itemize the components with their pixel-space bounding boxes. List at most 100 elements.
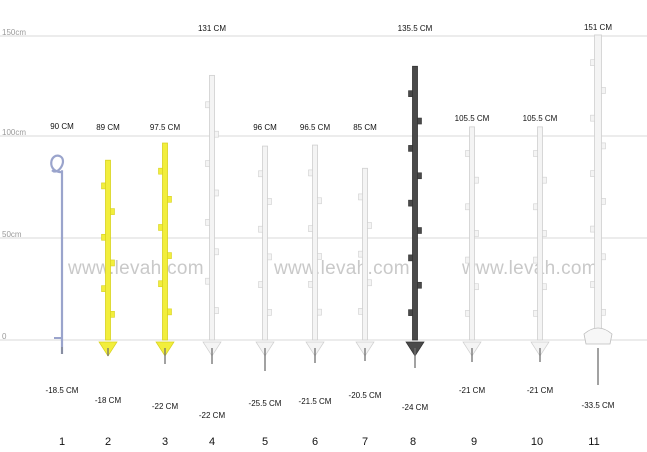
post-number: 8: [410, 436, 416, 448]
wire-clip: [601, 253, 606, 261]
wire-clip: [308, 225, 313, 232]
wire-clip: [358, 308, 363, 315]
wire-clip: [417, 281, 422, 289]
wire-clip: [533, 150, 538, 157]
post-spike-label: -25.5 CM: [249, 399, 282, 408]
post-number: 7: [362, 436, 368, 448]
wire-clip: [205, 219, 210, 226]
scale-label-50: 50cm: [2, 230, 22, 239]
wire-clip: [101, 233, 106, 241]
post-number: 1: [59, 436, 65, 448]
wire-clip: [358, 250, 363, 258]
wire-clip: [408, 309, 413, 316]
wire-clip: [258, 225, 263, 233]
post-height-label: 90 CM: [50, 122, 74, 131]
post-number: 10: [531, 436, 543, 448]
wire-clip: [542, 176, 547, 184]
post-spike-label: -22 CM: [199, 411, 226, 420]
post-spike-label: -22 CM: [152, 402, 179, 411]
wire-clip: [533, 310, 538, 317]
wire-clip: [308, 169, 313, 177]
scale-label-100: 100cm: [2, 128, 26, 137]
wire-clip: [317, 253, 322, 260]
wire-clip: [408, 90, 413, 97]
post-body: [312, 144, 318, 341]
wire-clip: [590, 114, 595, 122]
wire-clip: [590, 225, 595, 233]
fence-post-3: 97.5 CM -22 CM 3: [150, 123, 181, 448]
post-spike-label: -21.5 CM: [299, 397, 332, 406]
wire-clip: [590, 170, 595, 177]
wire-clip: [533, 203, 538, 211]
post-spike-label: -24 CM: [402, 403, 429, 412]
post-number: 2: [105, 436, 111, 448]
scale-gridlines: [0, 35, 647, 341]
fence-post-8: 135.5 CM -24 CM 8: [398, 24, 433, 448]
wire-clip: [358, 193, 363, 201]
wire-clip: [158, 280, 163, 288]
post-body: [262, 145, 268, 341]
wire-clip: [590, 59, 595, 67]
post-height-label: 97.5 CM: [150, 123, 181, 132]
wire-clip: [465, 203, 470, 211]
fence-post-10: 105.5 CM -21 CM 10: [523, 114, 558, 448]
fence-post-7: 85 CM -20.5 CM 7: [349, 123, 382, 448]
wire-clip: [465, 310, 470, 317]
post-spike-label: -18.5 CM: [46, 386, 79, 395]
wire-clip: [417, 172, 422, 180]
scale-label-0: 0: [2, 332, 7, 341]
wire-clip: [417, 227, 422, 234]
post-number: 3: [162, 436, 168, 448]
wire-clip: [110, 208, 115, 215]
watermarks: www.levah.com www.levah.com www.levah.co…: [67, 258, 598, 279]
post-body: [469, 126, 475, 341]
wire-clip: [158, 167, 163, 175]
wire-clip: [317, 197, 322, 205]
post-body: [209, 74, 215, 341]
wire-clip: [214, 189, 219, 197]
watermark-left: www.levah.com: [67, 258, 204, 279]
wire-clip: [542, 283, 547, 291]
wire-clip: [590, 281, 595, 288]
post-spike-label: -20.5 CM: [349, 391, 382, 400]
pigtail-loop: [50, 154, 65, 174]
wire-clip: [258, 170, 263, 178]
wire-clip: [205, 160, 210, 167]
wire-clip: [167, 308, 172, 316]
wire-clip: [214, 130, 219, 138]
wire-clip: [267, 198, 272, 205]
wire-clip: [601, 308, 606, 316]
post-height-label: 96.5 CM: [300, 123, 331, 132]
post-height-label: 131 CM: [198, 24, 226, 33]
post-body: [362, 167, 368, 341]
scale-labels: 150cm 100cm 50cm 0: [2, 28, 26, 341]
wire-clip: [367, 279, 372, 287]
post-body: [105, 159, 111, 341]
post-spike-label: -21 CM: [459, 386, 486, 395]
watermark-center: www.levah.com: [273, 258, 410, 279]
foot-tread: [583, 327, 613, 345]
wire-clip: [533, 256, 538, 264]
post-height-label: 89 CM: [96, 123, 120, 132]
wire-clip: [474, 230, 479, 237]
fence-post-11: 151 CM -33.5 CM 11: [582, 23, 615, 448]
post-body: [537, 126, 543, 341]
post-number: 11: [588, 436, 599, 448]
scale-label-150: 150cm: [2, 28, 26, 37]
wire-clip: [308, 281, 313, 288]
wire-clip: [417, 117, 422, 125]
post-body: [162, 142, 168, 341]
wire-clip: [110, 311, 115, 318]
wire-clip: [601, 142, 606, 150]
wire-clip: [110, 259, 115, 267]
post-body: [594, 34, 602, 341]
wire-clip: [601, 87, 606, 94]
post-spike-label: -18 CM: [95, 396, 122, 405]
wire-clip: [408, 145, 413, 152]
post-height-label: 96 CM: [253, 123, 277, 132]
post-number: 4: [209, 436, 215, 448]
wire-clip: [474, 283, 479, 291]
wire-clip: [167, 196, 172, 203]
post-height-label: 105.5 CM: [455, 114, 490, 123]
post-number: 5: [262, 436, 268, 448]
